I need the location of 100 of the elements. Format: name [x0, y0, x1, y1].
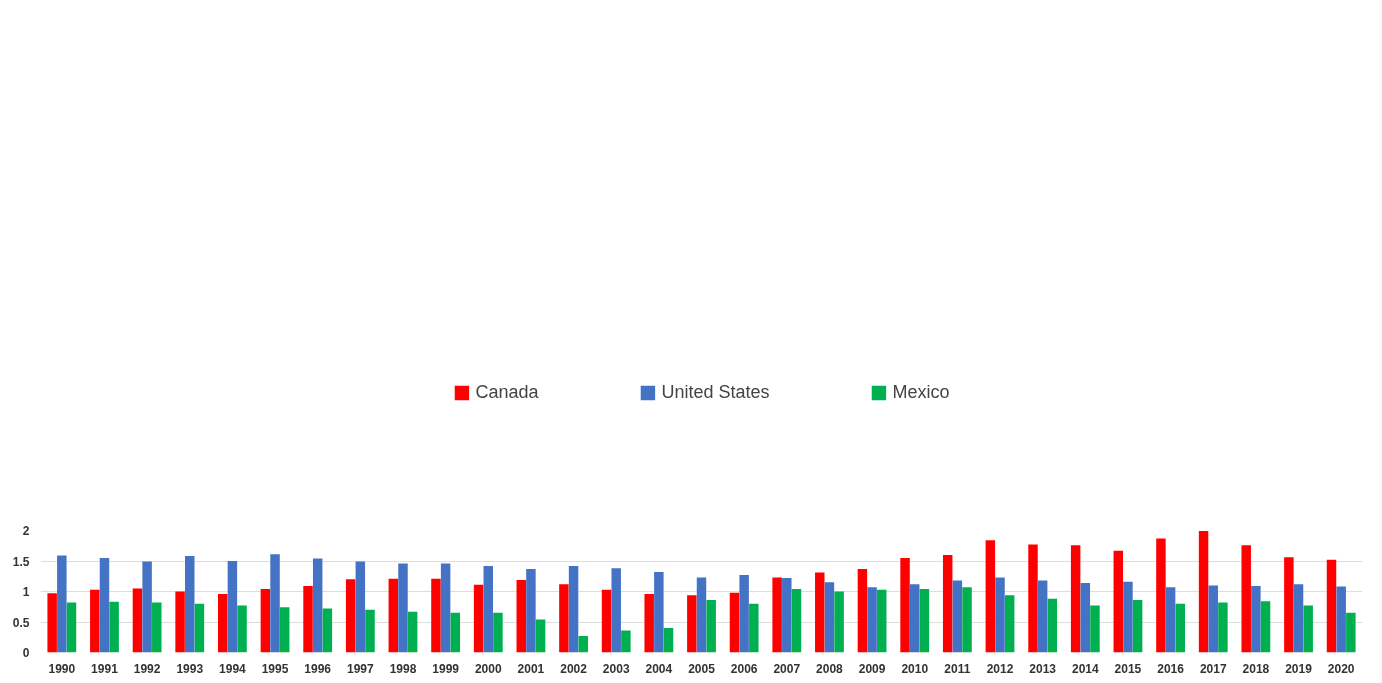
- bar: [1028, 544, 1038, 653]
- bar: [194, 603, 205, 653]
- bar: [493, 612, 503, 653]
- x-tick-label: 1992: [133, 661, 161, 676]
- bar: [568, 565, 579, 653]
- bar: [857, 568, 868, 653]
- x-tick-label: 2001: [517, 661, 545, 676]
- legend-label: Canada: [475, 381, 539, 403]
- x-tick-label: 1996: [304, 661, 332, 676]
- bar: [270, 554, 280, 653]
- bar: [450, 612, 461, 653]
- bar: [303, 586, 313, 653]
- bar: [919, 589, 930, 653]
- bar: [611, 568, 621, 653]
- bar: [601, 589, 612, 653]
- x-tick-label: 1997: [346, 661, 375, 676]
- bar: [782, 578, 792, 653]
- bar: [1336, 586, 1346, 653]
- bar: [1156, 538, 1166, 653]
- x-tick-label: 1999: [432, 661, 460, 676]
- bar: [687, 595, 697, 653]
- bar: [218, 593, 228, 653]
- bar: [1175, 603, 1185, 653]
- x-tick-label: 2009: [858, 661, 886, 676]
- bar: [995, 577, 1005, 653]
- bar: [1241, 545, 1251, 653]
- x-tick-label: 2018: [1242, 661, 1270, 676]
- bar: [47, 593, 57, 653]
- bar: [1326, 559, 1337, 653]
- bar: [1251, 586, 1261, 653]
- bar: [772, 577, 782, 653]
- bar: [739, 575, 749, 653]
- bar: [431, 578, 441, 653]
- bar: [57, 555, 67, 653]
- bar: [621, 630, 631, 653]
- bar: [1113, 550, 1124, 653]
- bar: [1293, 584, 1304, 653]
- bar: [355, 561, 366, 653]
- bar: [1198, 531, 1209, 653]
- bar: [516, 579, 526, 653]
- bar: [1080, 582, 1091, 653]
- bar: [535, 619, 546, 653]
- bar: [407, 611, 418, 653]
- x-tick-label: 2020: [1327, 661, 1355, 676]
- bar: [483, 565, 494, 653]
- bar: [1218, 602, 1228, 653]
- bar: [345, 579, 356, 653]
- bar: [1165, 587, 1176, 653]
- bar: [1346, 612, 1356, 653]
- bar: [578, 636, 588, 653]
- bar: [1037, 580, 1048, 653]
- y-tick-label: 1: [22, 585, 30, 599]
- bar: [1284, 557, 1294, 653]
- bar: [132, 588, 143, 653]
- bar: [1123, 581, 1133, 653]
- x-tick-label: 2014: [1071, 661, 1099, 676]
- bar: [706, 600, 716, 653]
- x-tick-label: 2006: [730, 661, 758, 676]
- bar: [365, 609, 375, 653]
- x-tick-label: 2011: [944, 661, 971, 676]
- bar: [1260, 601, 1271, 653]
- x-tick-label: 2005: [688, 661, 716, 676]
- bar: [900, 557, 910, 653]
- x-tick-label: 1991: [91, 661, 119, 676]
- bar: [909, 584, 920, 653]
- x-tick-label: 2003: [602, 661, 630, 676]
- bar: [109, 601, 119, 653]
- bar: [99, 557, 110, 653]
- bar: [1132, 600, 1143, 653]
- bar: [962, 587, 972, 653]
- legend-label: Mexico: [892, 381, 950, 403]
- bar: [824, 582, 835, 653]
- x-tick-label: 2013: [1029, 661, 1057, 676]
- bar: [696, 577, 707, 653]
- x-tick-label: 2004: [645, 661, 673, 676]
- bar: [312, 558, 323, 653]
- x-tick-label: 2019: [1285, 661, 1313, 676]
- x-tick-label: 2000: [474, 661, 502, 676]
- bar: [1004, 595, 1015, 653]
- x-tick-label: 1993: [176, 661, 204, 676]
- bar: [654, 571, 664, 653]
- bar: [877, 589, 887, 653]
- legend-label: United States: [661, 381, 770, 403]
- bar: [663, 628, 674, 653]
- bar: [185, 556, 195, 653]
- bar: [66, 602, 77, 653]
- bar: [526, 568, 536, 653]
- x-tick-label: 1998: [389, 661, 417, 676]
- bar: [834, 591, 844, 653]
- bar: [237, 605, 247, 653]
- bar: [815, 572, 825, 653]
- bar: [398, 563, 408, 653]
- x-tick-label: 1990: [48, 661, 76, 676]
- bar: [1208, 585, 1218, 653]
- x-tick-label: 1995: [261, 661, 289, 676]
- bar: [942, 554, 953, 653]
- y-tick-label: 0: [22, 646, 30, 660]
- bar: [952, 580, 963, 653]
- x-tick-label: 1994: [219, 661, 247, 676]
- bar: [1070, 545, 1081, 653]
